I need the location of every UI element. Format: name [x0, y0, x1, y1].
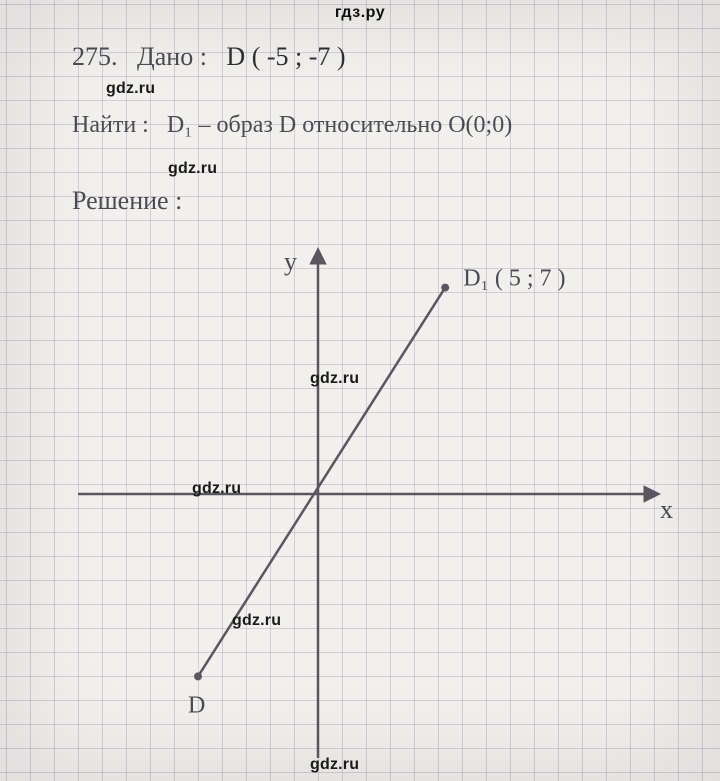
watermark: gdz.ru [232, 612, 281, 630]
coordinate-plot: x y D D₁ ( 5 ; 7 ) [0, 0, 720, 781]
x-axis-label: x [660, 495, 673, 524]
point-d [194, 672, 202, 680]
watermark: gdz.ru [310, 370, 359, 388]
watermark: gdz.ru [310, 756, 359, 774]
y-axis-label: y [284, 247, 297, 276]
point-label-d1: D₁ ( 5 ; 7 ) [463, 266, 565, 292]
watermark: gdz.ru [106, 80, 155, 98]
point-label-d: D [188, 692, 205, 718]
watermark: gdz.ru [192, 480, 241, 498]
watermark: gdz.ru [168, 160, 217, 178]
point-d1 [441, 284, 449, 292]
